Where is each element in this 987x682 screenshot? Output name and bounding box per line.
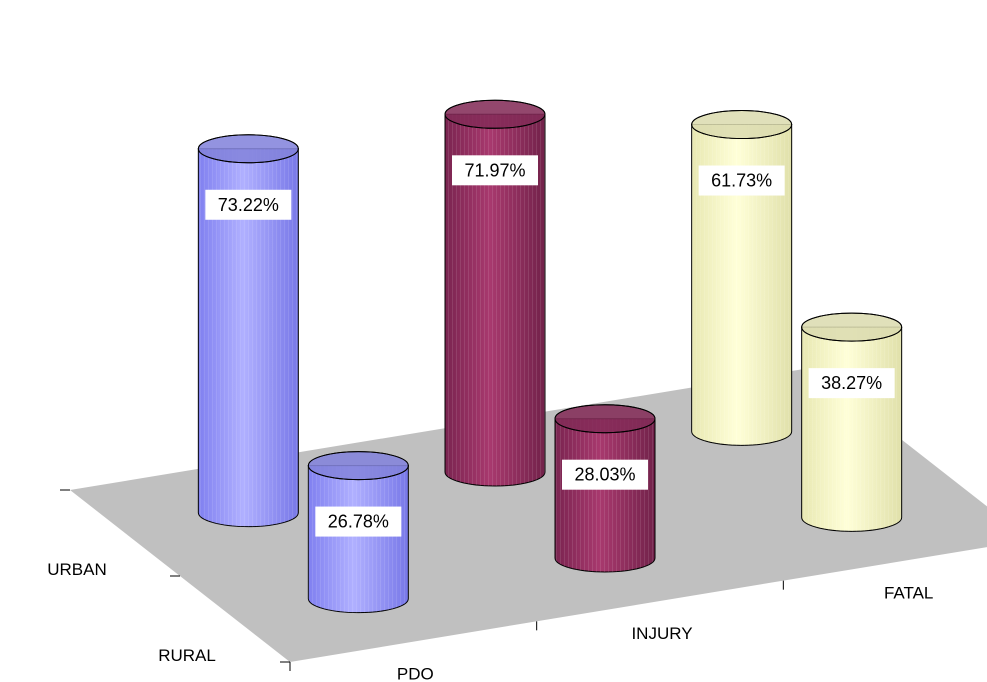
data-label-text: 73.22% [218, 195, 279, 215]
cylinder-bar [307, 451, 409, 614]
data-label-box [452, 155, 538, 186]
data-label: 38.27% [808, 368, 895, 399]
cylinder-bar [801, 312, 903, 532]
data-label-text: 61.73% [711, 171, 772, 191]
data-label: 61.73% [698, 165, 785, 196]
x-tick-label: INJURY [631, 624, 692, 643]
data-label: 26.78% [315, 506, 402, 537]
data-label-text: 71.97% [464, 160, 525, 180]
data-label-box [205, 189, 292, 220]
cylinder-texture [308, 465, 409, 613]
data-label: 73.22% [205, 189, 292, 220]
data-label-box [562, 459, 648, 490]
cylinder-top-shade [444, 99, 546, 129]
cylinder-texture [691, 124, 792, 446]
cylinder-bar [691, 110, 793, 446]
cylinder-texture [801, 327, 902, 532]
x-tick-label: FATAL [884, 583, 933, 602]
cylinder-top-shade [691, 110, 793, 140]
cylinder-bar [197, 134, 299, 528]
cylinder-texture [555, 418, 655, 572]
cylinder-top-shade [197, 134, 299, 164]
cylinder-texture [198, 148, 299, 527]
data-label-text: 28.03% [574, 465, 635, 485]
x-tick-label: PDO [397, 665, 434, 682]
data-label-box [698, 165, 785, 196]
depth-tick-label: URBAN [47, 560, 107, 579]
cylinder-bar [554, 404, 656, 573]
cylinder-top-shade [307, 451, 409, 481]
data-label-text: 38.27% [821, 373, 882, 393]
cylinder-top-shade [801, 312, 903, 342]
cylinder-texture [445, 114, 545, 487]
data-label: 71.97% [452, 155, 538, 186]
data-label-box [808, 368, 895, 399]
depth-tick-label: RURAL [158, 646, 216, 665]
data-label-text: 26.78% [328, 512, 389, 532]
data-label: 28.03% [562, 459, 648, 490]
cylinder-bar [444, 99, 546, 487]
cylinder-top-shade [554, 404, 656, 434]
data-label-box [315, 506, 402, 537]
